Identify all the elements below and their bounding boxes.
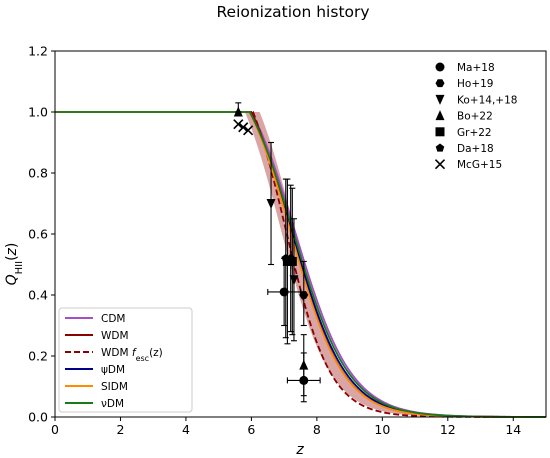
x-tick-label: 14 [505,422,521,437]
legend-markers: Ma+18 Ho+19 Ko+14,+18 Bo+22 Gr+22 Da+18 McG+15 [434,62,517,171]
data-point-ho19 [299,291,309,299]
series-line-dm [55,111,546,418]
legend-marker [434,159,446,170]
legend-label: CDM [101,313,125,325]
data-point-mcg15 [233,119,244,130]
data-point-da18 [286,253,295,263]
legend-marker [435,143,445,152]
data-point-bo22 [233,106,243,117]
legend-label: Bo+22 [457,111,493,123]
legend-label: νDM [101,398,124,410]
data-point-ma18 [279,287,289,297]
x-axis-label: z [295,442,304,458]
legend-marker [435,110,445,121]
x-tick-label: 0 [51,422,59,437]
y-tick-label: 0.6 [28,227,48,242]
x-tick-label: 8 [313,422,321,437]
x-tick-label: 10 [374,422,390,437]
x-tick-label: 2 [116,422,124,437]
chart-title: Reionization history [216,3,369,21]
plot-area: 0 2 4 6 8 10 12 14 0.0 0.2 0.4 0.6 0.8 1.0 1.2 [28,44,547,437]
legend-marker [435,127,445,137]
legend-label: Da+18 [457,143,494,155]
y-tick-label: 0.4 [28,288,48,303]
legend-label: Ho+19 [457,78,493,90]
legend-label: WDM fesc(z) [101,347,163,363]
y-tick-label: 0.2 [28,349,48,364]
y-tick-label: 0.0 [28,410,48,425]
legend-marker [435,62,445,72]
y-axis-label: QHII(z) [4,243,25,286]
legend-marker [435,94,445,105]
data-point-bo22 [299,359,309,370]
y-tick-label: 1.0 [28,105,48,120]
legend-label: ψDM [101,364,125,376]
legend-label: Ma+18 [457,62,495,74]
data-point-ko1418 [289,275,299,286]
x-tick-label: 12 [440,422,456,437]
x-tick-label: 4 [182,422,190,437]
x-tick-label: 6 [247,422,255,437]
legend-label: WDM [101,330,129,342]
legend-lines: CDM WDM WDM fesc(z)ψDM SIDM νDM [58,307,193,413]
legend-label: Gr+22 [457,127,492,139]
y-tick-label: 1.2 [28,44,48,59]
data-point-mcg15 [238,122,249,133]
legend-label: Ko+14,+18 [457,94,517,106]
data-point-ko1418 [266,199,276,209]
y-tick-label: 0.8 [28,166,48,181]
legend-label: McG+15 [457,159,502,171]
legend-label: SIDM [101,381,128,393]
legend-marker [435,79,445,88]
legend-box [58,307,193,413]
data-point-mcg15 [243,125,254,136]
